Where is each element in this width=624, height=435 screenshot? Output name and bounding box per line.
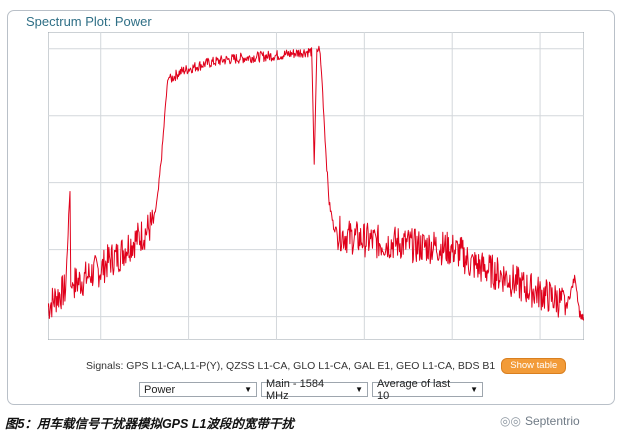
show-table-button[interactable]: Show table	[501, 358, 567, 374]
chevron-down-icon: ▼	[470, 385, 478, 394]
brand-watermark: ◎◎ Septentrio	[500, 414, 580, 428]
measure-select-value: Power	[144, 383, 176, 396]
signals-line: Signals: GPS L1-CA,L1-P(Y), QZSS L1-CA, …	[86, 358, 567, 374]
figure-caption: 图5：用车载信号干扰器模拟GPS L1波段的宽带干扰	[5, 417, 294, 431]
spectrum-plot-panel: Spectrum Plot: Power	[7, 10, 615, 405]
antenna-select[interactable]: Main - 1584 MHz ▼	[261, 378, 368, 402]
antenna-select-value: Main - 1584 MHz	[266, 377, 325, 402]
chevron-down-icon: ▼	[244, 385, 252, 394]
series-lines	[48, 45, 584, 321]
averaging-select[interactable]: Average of last 10 ▼	[372, 378, 483, 402]
power-spectrum-line	[48, 45, 584, 321]
spectrum-chart: 40 dB50 dB60 dB70 dB80 dB 1560 MHz1570 M…	[48, 32, 584, 340]
measure-select[interactable]: Power ▼	[139, 382, 257, 397]
brand-name: Septentrio	[524, 414, 580, 428]
chevron-down-icon: ▼	[355, 385, 363, 394]
wechat-icon: ◎◎	[500, 414, 521, 428]
averaging-select-value: Average of last 10	[377, 377, 451, 402]
grid-lines	[48, 32, 584, 340]
plot-controls: Power ▼ Main - 1584 MHz ▼ Average of las…	[139, 378, 483, 402]
signals-text: Signals: GPS L1-CA,L1-P(Y), QZSS L1-CA, …	[86, 360, 496, 372]
panel-title: Spectrum Plot: Power	[22, 14, 156, 29]
